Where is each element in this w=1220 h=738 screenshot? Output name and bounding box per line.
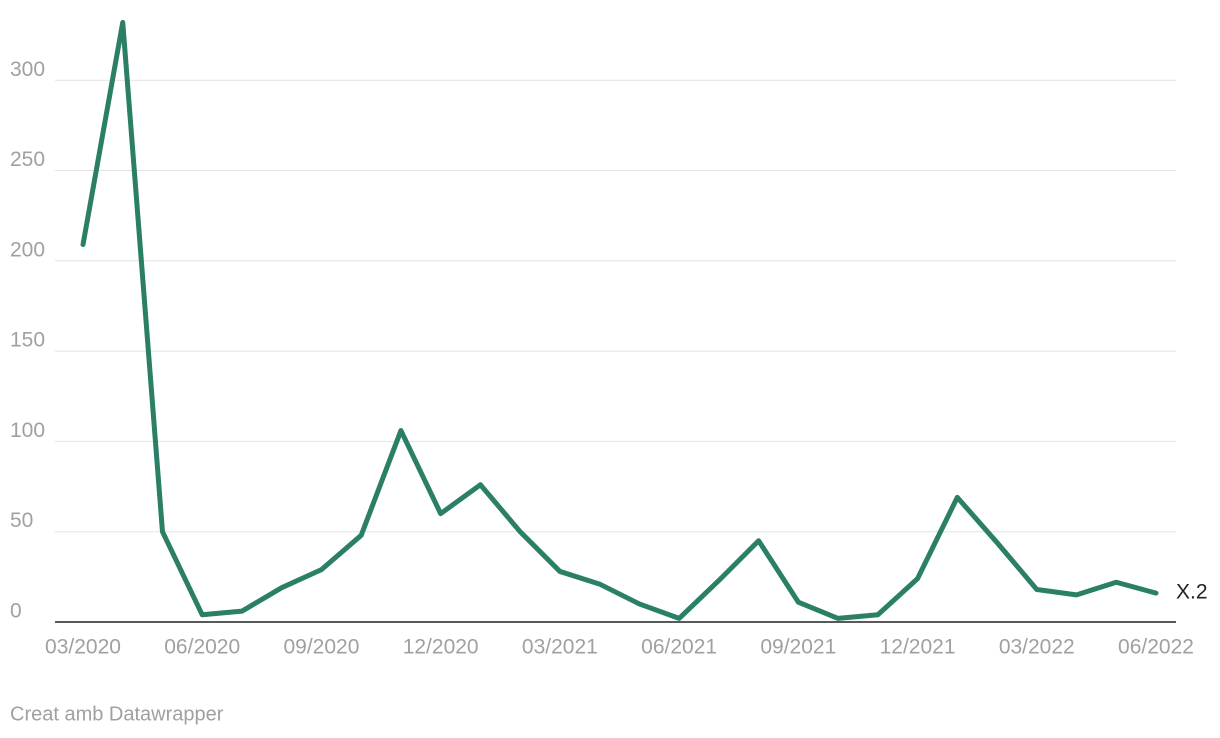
x-tick-label: 03/2021 [522,636,598,659]
series-label: X.2 [1176,581,1208,604]
y-tick-label: 250 [10,148,45,171]
x-tick-label: 09/2021 [760,636,836,659]
x-tick-label: 12/2021 [880,636,956,659]
footer: Creat amb Datawrapper [10,703,224,725]
y-tick-label: 150 [10,329,45,352]
x-tick-label: 03/2022 [999,636,1075,659]
y-tick-label: 100 [10,419,45,442]
y-tick-label: 300 [10,58,45,81]
x-tick-label: 06/2022 [1118,636,1194,659]
x-tick-label: 12/2020 [403,636,479,659]
y-tick-label: 0 [10,600,22,623]
x-tick-label: 06/2020 [164,636,240,659]
x-tick-label: 03/2020 [45,636,121,659]
y-tick-label: 50 [10,509,33,532]
line [80,19,1159,621]
x-tick-label: 09/2020 [283,636,359,659]
y-tick-label: 200 [10,238,45,261]
x-tick-label: 06/2021 [641,636,717,659]
